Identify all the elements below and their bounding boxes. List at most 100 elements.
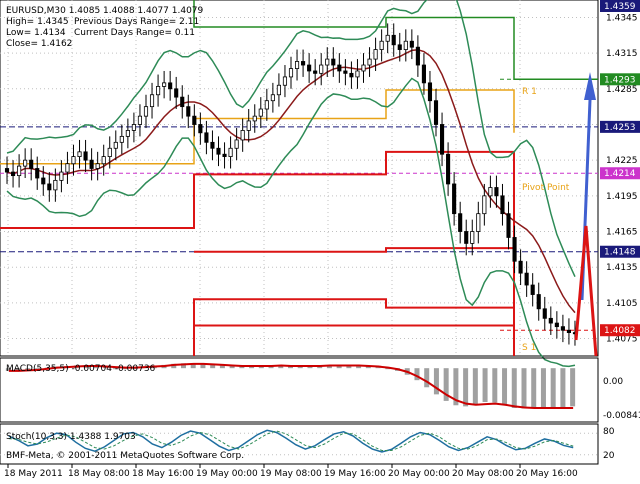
candle-body-4: [29, 159, 34, 169]
candle-body-9: [59, 171, 64, 181]
time-tick-6: 20 May 00:00: [388, 469, 450, 479]
time-tick-5: 19 May 16:00: [324, 469, 386, 479]
candle-body-88: [536, 294, 541, 310]
candle-body-28: [174, 88, 179, 98]
macd-bar-12: [122, 368, 128, 370]
candle-body-73: [446, 153, 451, 185]
candle-body-25: [156, 86, 161, 96]
candle-body-34: [210, 141, 215, 149]
price-panel[interactable]: 1.43451.43151.42851.42551.42251.41951.41…: [0, 0, 640, 368]
candle-body-8: [53, 179, 58, 191]
time-tick-2: 18 May 16:00: [132, 469, 194, 479]
candle-body-26: [162, 82, 167, 87]
candle-body-31: [192, 115, 197, 125]
macd-bar-48: [472, 368, 478, 405]
candle-body-70: [427, 82, 433, 102]
candle-body-16: [101, 156, 106, 165]
candle-body-85: [518, 260, 523, 274]
price-tag-5: 1.4082: [604, 326, 636, 336]
candle-body-56: [343, 70, 348, 74]
macd-bar-43: [424, 368, 430, 388]
candle-body-32: [198, 124, 203, 134]
macd-bar-51: [502, 368, 508, 406]
time-tick-8: 20 May 16:00: [516, 469, 578, 479]
price-tick-5: 1.4195: [606, 192, 638, 202]
candle-body-59: [361, 64, 366, 72]
stoch-label: Stoch(10,3,3) 1.4388 1.9703: [6, 432, 136, 442]
candle-body-89: [542, 308, 547, 319]
candle-body-29: [180, 96, 185, 108]
price-axis: 1.43451.43151.42851.42551.42251.41951.41…: [600, 0, 640, 345]
low-line: Low= 1.4134: [6, 28, 66, 38]
candle-body-91: [554, 322, 559, 328]
candle-body-77: [470, 231, 475, 244]
candle-body-30: [186, 106, 191, 117]
price-tick-1: 1.4315: [606, 49, 638, 59]
time-tick-3: 19 May 00:00: [196, 469, 258, 479]
candle-body-72: [439, 124, 445, 155]
stochastic-panel[interactable]: Stoch(10,3,3) 1.4388 1.9703 BMF-Meta, © …: [0, 423, 615, 465]
macd-panel[interactable]: MACD(5,35,5) -0.00704 -0.00736 0.00 -0.0…: [0, 357, 640, 423]
macd-bar-53: [521, 368, 527, 409]
stochastic-lines: [0, 429, 598, 456]
candle-body-54: [331, 58, 336, 66]
bollinger-bands: [6, 0, 576, 368]
candle-body-58: [355, 70, 360, 78]
candle-body-78: [476, 213, 481, 232]
stoch-axis-80: 80: [603, 427, 615, 437]
price-tag-bg-4: [600, 245, 640, 258]
macd-bar-33: [326, 365, 332, 369]
macd-bar-34: [336, 364, 342, 369]
macd-bar-52: [511, 368, 517, 408]
macd-bar-45: [443, 368, 449, 401]
time-tick-7: 20 May 08:00: [452, 469, 514, 479]
candle-body-20: [125, 130, 130, 137]
candle-body-12: [77, 151, 82, 157]
candle-body-68: [415, 46, 420, 66]
candle-body-36: [222, 153, 227, 157]
candle-body-22: [137, 115, 143, 125]
candle-body-50: [307, 64, 312, 72]
macd-bar-32: [317, 366, 323, 369]
candle-body-60: [367, 58, 372, 66]
macd-bar-36: [356, 365, 362, 369]
candle-body-10: [65, 163, 70, 173]
time-tick-0: 18 May 2011: [4, 469, 63, 479]
price-tick-4: 1.4225: [606, 156, 638, 166]
macd-signal-line: [8, 362, 574, 409]
macd-bar-56: [550, 368, 556, 408]
green-step: [193, 0, 598, 81]
price-panel-frame: [0, 0, 599, 357]
macd-bar-2: [25, 368, 31, 370]
candle-body-11: [71, 156, 76, 165]
candle-body-92: [560, 326, 565, 331]
time-axis: 18 May 2011 18 May 08:00 18 May 16:00 19 Ma…: [4, 464, 578, 479]
candle-body-27: [168, 82, 173, 90]
ma-line: [6, 49, 576, 314]
curr-range-line: Current Days Range= 0.11: [74, 28, 195, 38]
candle-body-18: [113, 141, 118, 149]
price-tag-bg-2: [600, 120, 640, 133]
candle-body-74: [452, 183, 457, 215]
bb-upper: [6, 0, 576, 278]
stoch-axis-20: 20: [603, 451, 615, 461]
stoch-panel-frame: [0, 423, 599, 465]
macd-bar-30: [297, 366, 303, 369]
candle-body-64: [391, 34, 396, 46]
macd-bar-44: [433, 368, 439, 395]
macd-bar-25: [249, 366, 255, 369]
price-tag-3: 1.4214: [604, 169, 636, 179]
candle-body-65: [397, 44, 402, 50]
candle-body-14: [89, 159, 94, 169]
macd-bar-21: [210, 364, 216, 369]
header-info: EURUSD,M30 1.4085 1.4088 1.4077 1.4079 H…: [6, 6, 204, 49]
candle-body-71: [433, 100, 439, 125]
candle-body-35: [216, 147, 221, 155]
high-line: High= 1.4345: [6, 17, 69, 27]
macd-bar-11: [112, 368, 118, 370]
time-tick-1: 18 May 08:00: [68, 469, 130, 479]
candle-body-42: [258, 108, 263, 117]
candle-body-86: [524, 272, 529, 286]
up-arrow-head: [584, 72, 596, 100]
